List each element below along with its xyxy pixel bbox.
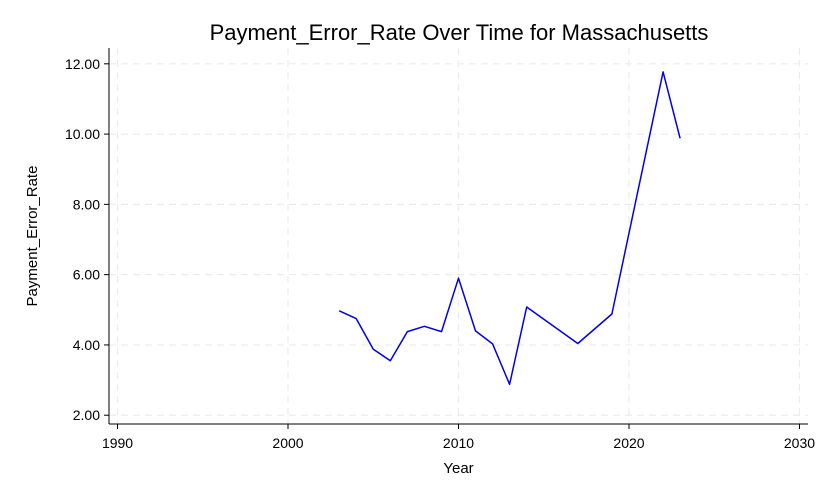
x-tick-label: 2020 (613, 435, 644, 451)
x-tick-label: 2000 (272, 435, 303, 451)
ticks: 2.00 4.00 6.00 8.00 10.00 12.00 1990 2000 2010 20… (65, 56, 815, 451)
y-axis-label: Payment_Error_Rate (24, 166, 41, 307)
series-layer (338, 71, 681, 386)
y-tick-label: 10.00 (65, 126, 100, 142)
y-tick-label: 4.00 (73, 337, 100, 353)
chart-title: Payment_Error_Rate Over Time for Massach… (210, 20, 709, 45)
grid (109, 48, 808, 424)
series-line (338, 71, 681, 386)
y-tick-label: 2.00 (73, 407, 100, 423)
y-tick-label: 12.00 (65, 56, 100, 72)
x-tick-label: 2010 (443, 435, 474, 451)
x-tick-label: 1990 (102, 435, 133, 451)
x-tick-label: 2030 (784, 435, 815, 451)
x-axis-label: Year (443, 460, 473, 477)
y-tick-label: 8.00 (73, 196, 100, 212)
axes (108, 48, 808, 425)
y-tick-label: 6.00 (73, 267, 100, 283)
